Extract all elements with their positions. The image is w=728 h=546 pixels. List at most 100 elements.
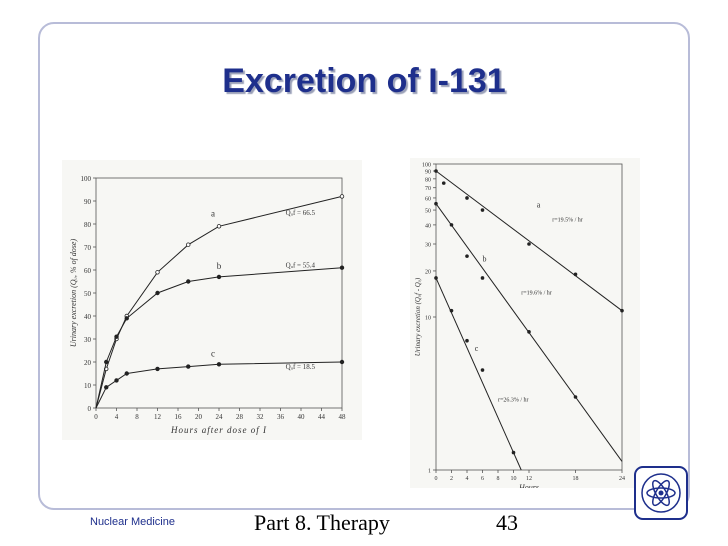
x-tick-label: 24 — [216, 413, 224, 421]
y-tick-label: 70 — [84, 244, 92, 252]
series-label-b: b — [483, 255, 487, 264]
x-tick-label: 4 — [466, 476, 469, 482]
y-tick-label: 100 — [81, 175, 92, 183]
data-point-b — [124, 316, 129, 321]
series-line-a — [435, 170, 623, 312]
y-tick-label: 50 — [425, 209, 431, 215]
x-tick-label: 8 — [135, 413, 139, 421]
x-tick-label: 20 — [195, 413, 203, 421]
y-tick-label: 80 — [84, 221, 92, 229]
y-axis-label: Urinary excretion (Qᵤ, % of dose) — [69, 239, 78, 348]
data-point-c — [104, 385, 109, 390]
data-point-a — [186, 242, 191, 247]
y-tick-label: 40 — [84, 313, 92, 321]
data-point-c — [186, 364, 191, 369]
series-label-a: a — [537, 200, 541, 209]
footer-course-name: Nuclear Medicine — [90, 516, 175, 528]
y-tick-label: 50 — [84, 290, 92, 298]
page-number: 43 — [496, 510, 518, 535]
x-tick-label: 24 — [619, 476, 625, 482]
x-tick-label: 16 — [175, 413, 183, 421]
series-line-b — [95, 267, 343, 409]
slide-title: Excretion of I-131 — [222, 62, 506, 100]
y-tick-label: 60 — [425, 196, 431, 202]
y-tick-label: 70 — [425, 186, 431, 192]
data-point-c — [216, 362, 222, 367]
data-point-a — [441, 181, 446, 185]
y-tick-label: 0 — [88, 405, 92, 413]
x-tick-label: 0 — [94, 413, 98, 421]
data-point-a — [465, 196, 469, 200]
y-tick-label: 1 — [428, 469, 431, 475]
data-point-c — [511, 450, 516, 455]
y-tick-label: 40 — [425, 223, 431, 229]
series-line-a — [95, 195, 343, 409]
x-tick-label: 32 — [257, 413, 265, 421]
data-point-a — [434, 169, 438, 173]
data-point-a — [155, 270, 160, 275]
y-tick-label: 30 — [425, 243, 431, 249]
data-point-c — [465, 338, 469, 343]
series-label-b: b — [217, 261, 222, 271]
x-tick-label: 10 — [511, 476, 517, 482]
series-label-c: c — [211, 348, 215, 358]
data-point-b — [155, 290, 160, 296]
x-tick-label: 18 — [573, 476, 579, 482]
data-point-b — [216, 274, 222, 280]
y-tick-label: 10 — [84, 382, 92, 390]
series-annotation-a: Qᵤf = 66.5 — [286, 209, 316, 217]
data-point-b — [339, 265, 345, 270]
data-point-c — [339, 359, 345, 365]
data-point-b — [104, 359, 109, 365]
data-point-a — [527, 242, 531, 246]
data-point-c — [434, 276, 438, 280]
data-point-b — [527, 330, 531, 334]
series-annotation-c: r=26.3% / hr — [498, 398, 529, 404]
data-point-b — [480, 276, 485, 280]
data-point-a — [480, 208, 485, 212]
data-point-b — [465, 254, 469, 258]
data-point-a — [339, 194, 345, 199]
x-tick-label: 4 — [115, 413, 119, 421]
data-point-b — [434, 201, 438, 206]
series-annotation-c: Qᵤf = 18.5 — [286, 363, 316, 371]
y-tick-label: 100 — [422, 163, 431, 169]
data-point-b — [573, 395, 578, 399]
plot-area — [435, 163, 623, 471]
series-line-c — [435, 277, 522, 471]
data-point-c — [155, 366, 160, 372]
data-point-b — [449, 223, 454, 227]
x-tick-label: 8 — [497, 476, 500, 482]
data-point-c — [124, 371, 129, 376]
x-axis-label: Hours after dose of I — [170, 425, 267, 435]
footer-section: Part 8. Therapy — [254, 510, 390, 535]
data-point-c — [480, 368, 485, 372]
x-tick-label: 40 — [298, 413, 306, 421]
x-tick-label: 6 — [481, 476, 484, 482]
y-tick-label: 90 — [425, 170, 431, 176]
x-tick-label: 36 — [277, 413, 285, 421]
y-tick-label: 20 — [425, 269, 431, 275]
x-tick-label: 12 — [154, 413, 162, 421]
x-tick-label: 44 — [318, 413, 326, 421]
series-label-c: c — [475, 344, 479, 353]
y-tick-label: 90 — [84, 198, 92, 206]
iaea-logo-icon — [634, 466, 688, 520]
y-tick-label: 60 — [84, 267, 92, 275]
x-axis-label: Hours — [518, 483, 539, 488]
y-tick-label: 10 — [425, 316, 431, 322]
y-tick-label: 20 — [84, 359, 92, 367]
y-tick-label: 30 — [84, 336, 92, 344]
x-tick-label: 12 — [526, 476, 532, 482]
data-point-b — [114, 334, 119, 339]
data-point-c — [449, 308, 454, 313]
data-point-a — [573, 272, 578, 277]
series-annotation-b: Qᵤf = 55.4 — [286, 262, 316, 270]
series-label-a: a — [211, 208, 215, 218]
y-axis-label: Urinary excretion (Qᵤf - Qᵤ) — [414, 277, 422, 356]
y-tick-label: 80 — [425, 177, 431, 183]
data-point-a — [620, 308, 624, 313]
x-tick-label: 48 — [339, 413, 347, 421]
